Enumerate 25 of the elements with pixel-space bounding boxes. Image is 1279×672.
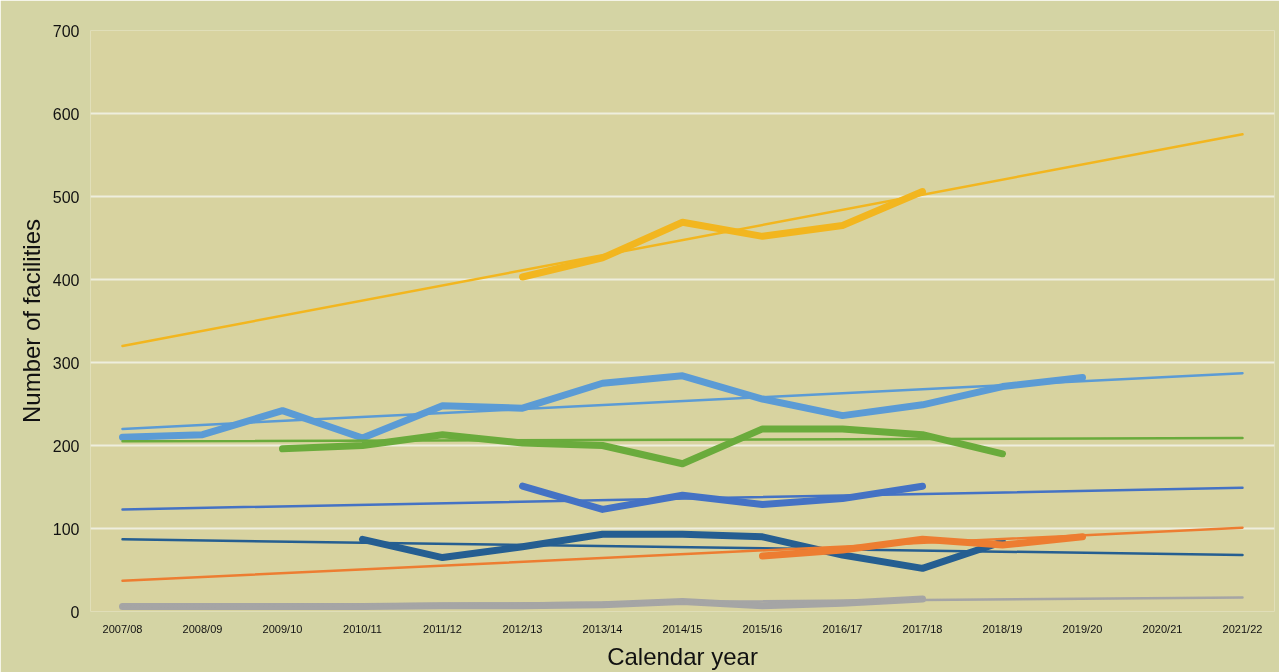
x-tick-label: 2009/10 [262, 622, 303, 635]
x-tick-label: 2007/08 [102, 622, 143, 635]
y-tick-label: 700 [52, 22, 80, 40]
x-tick-label: 2020/21 [1142, 622, 1183, 635]
x-tick-label: 2018/19 [982, 622, 1023, 635]
y-tick-label: 600 [52, 105, 80, 123]
x-tick-label: 2015/16 [742, 622, 783, 635]
x-tick-label: 2013/14 [582, 622, 623, 635]
y-tick-label: 300 [52, 354, 80, 372]
y-tick-label: 500 [52, 188, 80, 206]
y-tick-label: 0 [70, 603, 80, 621]
y-tick-label: 100 [52, 520, 80, 538]
x-tick-label: 2019/20 [1062, 622, 1103, 635]
x-tick-label: 2021/22 [1222, 622, 1263, 635]
x-tick-label: 2012/13 [502, 622, 543, 635]
x-tick-label: 2017/18 [902, 622, 943, 635]
x-tick-label: 2016/17 [822, 622, 863, 635]
y-axis-title: Number of facilities [17, 218, 45, 424]
y-tick-label: 400 [52, 271, 80, 289]
x-tick-label: 2010/11 [343, 622, 382, 635]
x-tick-label: 2014/15 [662, 622, 703, 635]
y-tick-label: 200 [52, 437, 80, 455]
x-axis-title: Calendar year [607, 642, 758, 670]
x-tick-label: 2008/09 [182, 622, 223, 635]
x-tick-label: 2011/12 [423, 622, 462, 635]
